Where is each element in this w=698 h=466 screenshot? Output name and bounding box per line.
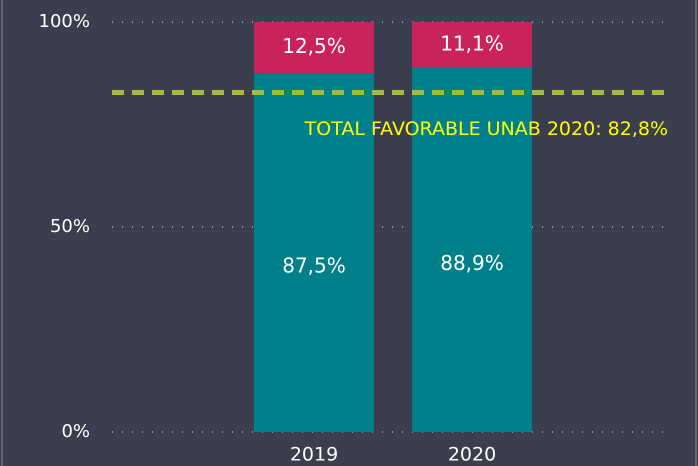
value-label: 88,9%	[440, 251, 504, 275]
bar-segment	[254, 73, 374, 432]
bar-segment	[412, 67, 532, 432]
x-tick-label: 2020	[448, 444, 496, 466]
y-tick-label: 0%	[61, 421, 90, 442]
x-tick-label: 2019	[290, 444, 338, 466]
bar-segment	[254, 22, 374, 74]
bar-segment	[412, 22, 532, 68]
y-tick-label: 100%	[39, 11, 90, 32]
y-tick-label: 50%	[50, 216, 90, 237]
value-label: 87,5%	[282, 253, 346, 277]
value-label: 12,5%	[282, 34, 346, 58]
value-label: 11,1%	[440, 31, 504, 55]
reference-label: TOTAL FAVORABLE UNAB 2020: 82,8%	[304, 118, 668, 140]
